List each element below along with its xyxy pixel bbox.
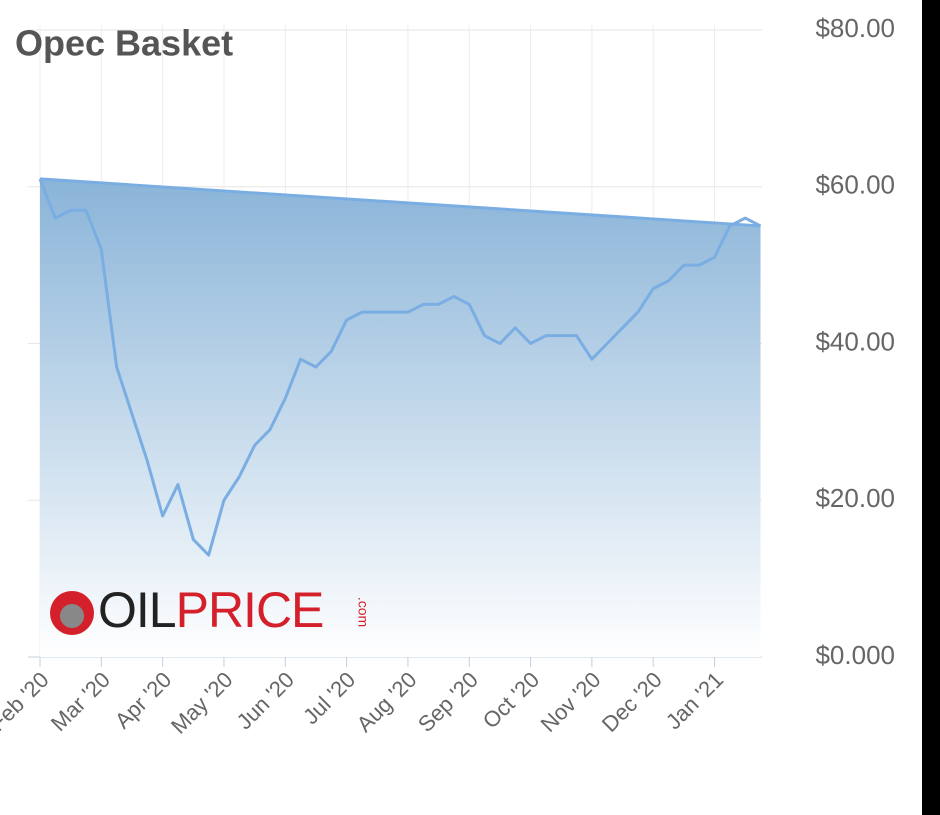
x-tick-label: Feb '20 <box>0 667 54 736</box>
plot <box>38 177 762 657</box>
logo-price: PRICE <box>176 582 324 638</box>
x-tick-label: Mar '20 <box>46 667 115 736</box>
logo-text: OILPRICE <box>98 582 323 638</box>
area-edge <box>39 177 761 228</box>
logo: OILPRICE .com <box>50 582 371 638</box>
x-tick-label: Nov '20 <box>536 667 606 737</box>
logo-drop <box>60 604 84 628</box>
x-tick-label: Jun '20 <box>232 667 299 734</box>
x-tick-label: Aug '20 <box>352 667 422 737</box>
data-line <box>38 178 762 557</box>
x-tick-label: Jan '21 <box>661 667 728 734</box>
logo-oil: OIL <box>98 582 176 638</box>
area-fill <box>40 178 761 657</box>
x-tick-label: May '20 <box>166 667 238 739</box>
logo-suffix: .com <box>355 597 371 627</box>
x-tick-label: Dec '20 <box>597 667 667 737</box>
y-tick-label: $20.00 <box>815 483 895 513</box>
y-tick-label: $80.00 <box>815 13 895 43</box>
x-tick-label: Apr '20 <box>110 667 176 733</box>
x-tick-label: Oct '20 <box>478 667 544 733</box>
y-tick-label: $60.00 <box>815 170 895 200</box>
edge-bar <box>922 0 940 815</box>
x-tick-label: Sep '20 <box>413 667 483 737</box>
y-tick-label: $40.00 <box>815 326 895 356</box>
chart-title: Opec Basket <box>15 23 233 64</box>
y-tick-label: $0.000 <box>815 640 895 670</box>
